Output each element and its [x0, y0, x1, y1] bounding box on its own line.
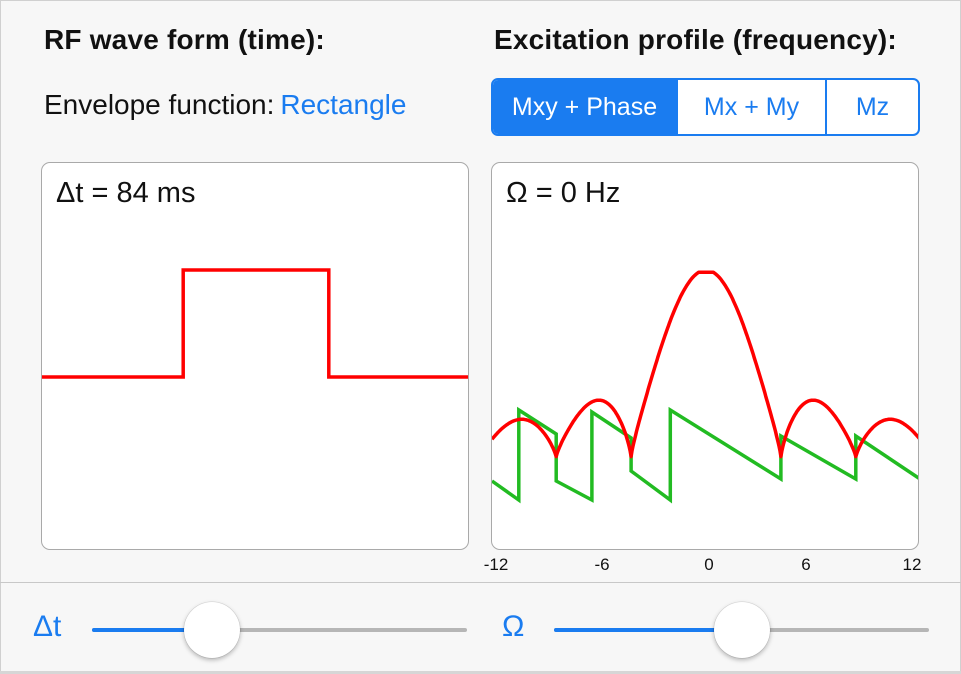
x-tick-label: -12	[483, 555, 509, 574]
omega-slider-fill	[554, 628, 742, 632]
profile-mode-segmented-control: Mxy + Phase Mx + My Mz	[491, 78, 920, 136]
delta-t-slider-thumb[interactable]	[184, 602, 240, 658]
delta-t-slider-label: Δt	[33, 610, 62, 643]
omega-slider-label: Ω	[502, 610, 525, 643]
delta-t-readout: Δt = 84 ms	[56, 177, 196, 209]
tab-mx-my[interactable]: Mx + My	[676, 80, 825, 134]
window-top-edge	[0, 0, 961, 1]
window-bottom-edge	[0, 671, 961, 674]
x-tick-label: 6	[801, 555, 811, 574]
x-tick-label: -6	[594, 555, 610, 574]
envelope-function-row: Envelope function: Rectangle	[44, 89, 406, 121]
window-left-edge	[0, 0, 1, 674]
excitation-profile-plot: Ω = 0 Hz	[491, 162, 919, 550]
envelope-function-label: Envelope function:	[44, 89, 275, 120]
tab-mxy-phase[interactable]: Mxy + Phase	[493, 80, 676, 134]
omega-slider[interactable]	[554, 602, 929, 658]
omega-slider-thumb[interactable]	[713, 602, 770, 658]
rf-envelope-line	[42, 268, 468, 379]
omega-readout: Ω = 0 Hz	[506, 177, 621, 209]
x-tick-label: 0	[704, 555, 714, 574]
x-tick-label: 12	[902, 555, 922, 574]
delta-t-slider[interactable]	[92, 602, 467, 658]
mxy-magnitude-curve	[492, 270, 918, 459]
rf-waveform-heading: RF wave form (time):	[44, 24, 325, 55]
delta-t-slider-fill	[92, 628, 212, 632]
rf-waveform-plot: Δt = 84 ms	[41, 162, 469, 550]
excitation-profile-svg	[492, 270, 918, 504]
toolbar-divider	[0, 582, 961, 583]
tab-mz[interactable]: Mz	[825, 80, 918, 134]
envelope-function-selector[interactable]: Rectangle	[280, 89, 407, 120]
rf-waveform-svg	[42, 268, 468, 379]
excitation-profile-heading: Excitation profile (frequency):	[494, 24, 897, 55]
